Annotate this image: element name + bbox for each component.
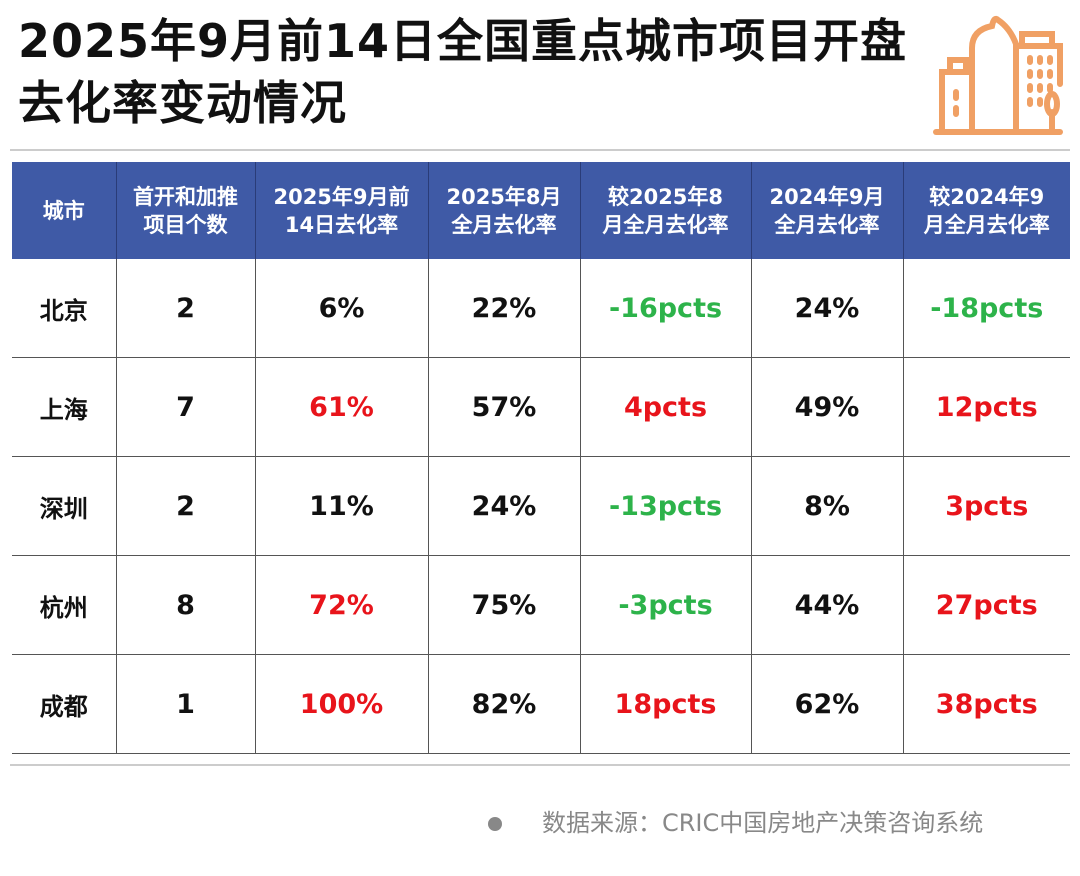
- value-cell: 44%: [750, 555, 903, 655]
- column-header: 2025年8月 全月去化率: [427, 162, 580, 259]
- column-header: 2024年9月 全月去化率: [750, 162, 903, 259]
- city-cell: 杭州: [12, 555, 116, 655]
- value-cell: 62%: [750, 654, 903, 754]
- table-row: 北京 2 6% 22% -16pcts 24% -18pcts: [12, 259, 1070, 358]
- value-cell: 100%: [254, 654, 428, 754]
- column-header-line: 2025年8月: [446, 184, 562, 209]
- city-cell: 成都: [12, 654, 116, 754]
- column-header-line: 较2025年8: [607, 184, 724, 209]
- column-header-line: 月全月去化率: [602, 212, 729, 237]
- column-header-line: 全月去化率: [774, 212, 880, 237]
- divider: [10, 764, 1070, 766]
- value-cell: -16pcts: [579, 259, 751, 358]
- value-cell: 75%: [427, 555, 580, 655]
- value-cell: 49%: [750, 357, 903, 457]
- source-text: 数据来源：CRIC中国房地产决策咨询系统: [542, 809, 984, 837]
- column-header-line: 项目个数: [143, 212, 228, 237]
- value-cell: 6%: [254, 259, 428, 358]
- page-title: 2025年9月前14日全国重点城市项目开盘去化率变动情况: [18, 14, 908, 130]
- table-row: 深圳 2 11% 24% -13pcts 8% 3pcts: [12, 456, 1070, 556]
- value-cell: 7: [115, 357, 255, 457]
- column-header: 较2025年8 月全月去化率: [579, 162, 751, 259]
- column-header-line: 2024年9月: [769, 184, 885, 209]
- value-cell: 61%: [254, 357, 428, 457]
- value-cell: 18pcts: [579, 654, 751, 754]
- value-cell: 82%: [427, 654, 580, 754]
- data-table: 城市 首开和加推 项目个数 2025年9月前 14日去化率 2025年8月 全月去化率 较20…: [12, 162, 1070, 754]
- value-cell: -13pcts: [579, 456, 751, 556]
- city-buildings-icon: [933, 15, 1063, 135]
- divider: [10, 149, 1070, 151]
- city-cell: 深圳: [12, 456, 116, 556]
- value-cell: 12pcts: [902, 357, 1070, 457]
- column-header: 2025年9月前 14日去化率: [254, 162, 428, 259]
- table-header-row: 城市 首开和加推 项目个数 2025年9月前 14日去化率 2025年8月 全月去化率 较20…: [12, 162, 1070, 259]
- value-cell: 2: [115, 259, 255, 358]
- value-cell: -3pcts: [579, 555, 751, 655]
- value-cell: 22%: [427, 259, 580, 358]
- value-cell: 2: [115, 456, 255, 556]
- column-header-line: 2025年9月前: [273, 184, 410, 209]
- city-cell: 上海: [12, 357, 116, 457]
- value-cell: 24%: [750, 259, 903, 358]
- column-header: 首开和加推 项目个数: [115, 162, 255, 259]
- table-row: 杭州 8 72% 75% -3pcts 44% 27pcts: [12, 555, 1070, 655]
- column-header-line: 较2024年9: [929, 184, 1045, 209]
- table-row: 上海 7 61% 57% 4pcts 49% 12pcts: [12, 357, 1070, 457]
- column-header-line: 月全月去化率: [923, 212, 1050, 237]
- column-header: 较2024年9 月全月去化率: [902, 162, 1070, 259]
- value-cell: 72%: [254, 555, 428, 655]
- column-header: 城市: [12, 162, 116, 259]
- column-header-line: 城市: [42, 198, 85, 223]
- value-cell: 27pcts: [902, 555, 1070, 655]
- value-cell: 4pcts: [579, 357, 751, 457]
- value-cell: 8%: [750, 456, 903, 556]
- column-header-line: 14日去化率: [284, 212, 399, 237]
- value-cell: 3pcts: [902, 456, 1070, 556]
- value-cell: -18pcts: [902, 259, 1070, 358]
- bullet-icon: [488, 817, 502, 831]
- column-header-line: 全月去化率: [451, 212, 557, 237]
- city-cell: 北京: [12, 259, 116, 358]
- value-cell: 11%: [254, 456, 428, 556]
- source-note: 数据来源：CRIC中国房地产决策咨询系统: [488, 803, 983, 838]
- value-cell: 38pcts: [902, 654, 1070, 754]
- column-header-line: 首开和加推: [133, 184, 238, 209]
- table-row: 成都 1 100% 82% 18pcts 62% 38pcts: [12, 654, 1070, 754]
- value-cell: 24%: [427, 456, 580, 556]
- value-cell: 57%: [427, 357, 580, 457]
- value-cell: 1: [115, 654, 255, 754]
- value-cell: 8: [115, 555, 255, 655]
